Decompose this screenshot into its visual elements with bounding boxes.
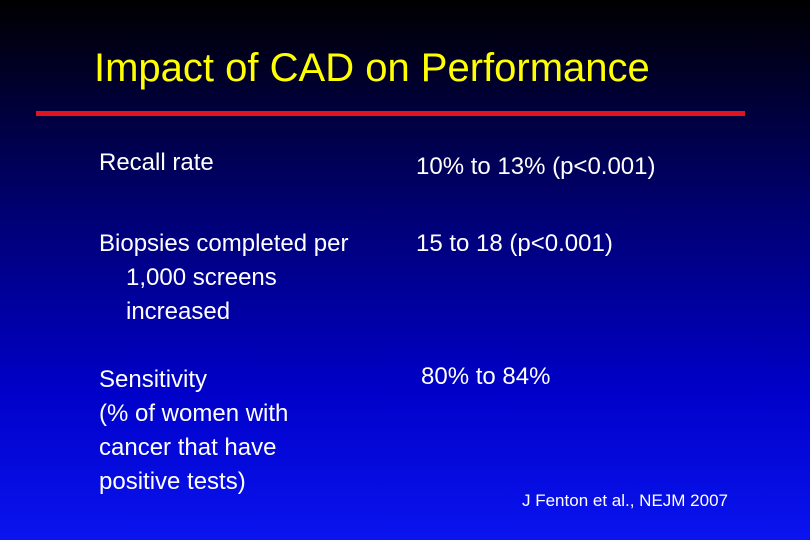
biopsies-label: Biopsies completed per 1,000 screens inc… xyxy=(99,227,348,329)
label-line: Sensitivity xyxy=(99,366,208,393)
label-line: 1,000 screens xyxy=(126,264,277,291)
citation: J Fenton et al., NEJM 2007 xyxy=(522,491,728,510)
sensitivity-label: Sensitivity (% of women with cancer that… xyxy=(99,363,288,499)
label-line: Recall rate xyxy=(99,149,214,176)
label-line: increased xyxy=(126,298,231,325)
recall-rate-label: Recall rate xyxy=(99,146,214,180)
biopsies-value: 15 to 18 (p<0.001) xyxy=(416,230,613,257)
sensitivity-value: 80% to 84% xyxy=(421,363,551,390)
label-line: cancer that have xyxy=(99,434,277,461)
recall-rate-value: 10% to 13% (p<0.001) xyxy=(416,153,656,180)
label-line: Biopsies completed per xyxy=(99,230,349,257)
title-underline xyxy=(36,111,745,116)
label-line: (% of women with xyxy=(99,400,289,427)
slide-title: Impact of CAD on Performance xyxy=(94,46,650,90)
label-line: positive tests) xyxy=(99,468,246,495)
